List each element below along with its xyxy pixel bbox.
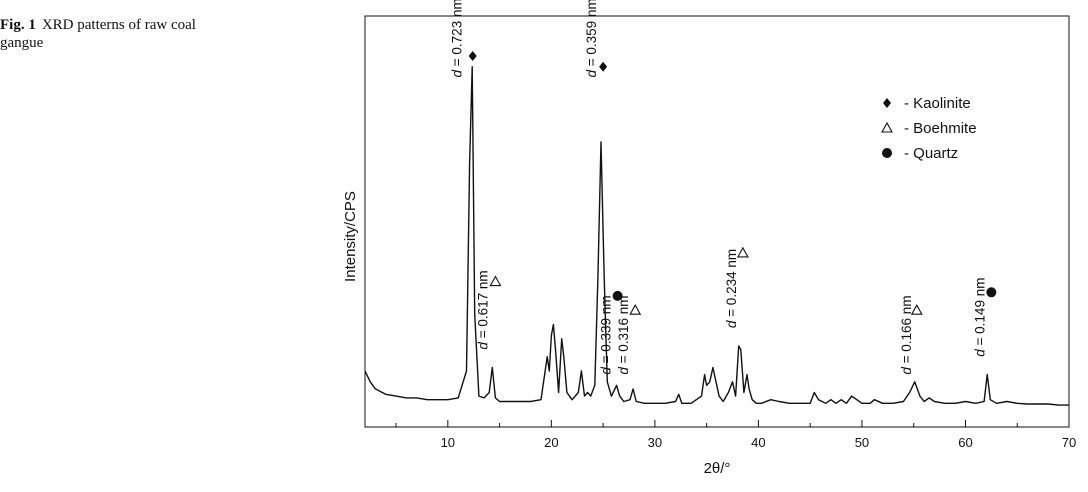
legend-diamond-marker <box>883 98 891 108</box>
y-axis-title: Intensity/CPS <box>342 191 359 282</box>
peak-triangle-marker <box>489 275 502 287</box>
peak-triangle-marker <box>910 304 923 315</box>
x-tick-label: 60 <box>958 435 972 450</box>
legend-entry-label: - Kaolinite <box>904 95 971 112</box>
peak-circle-marker <box>986 287 997 298</box>
series-layer <box>364 66 1069 406</box>
x-tick-label: 50 <box>855 435 869 450</box>
figure-caption: Fig. 1 XRD patterns of raw coal gangue <box>0 16 240 52</box>
x-tick-label: 10 <box>441 435 455 450</box>
x-tick-label: 20 <box>544 435 558 450</box>
x-tick-label: 30 <box>648 435 662 450</box>
peak-d-spacing-label: d = 0.359 nm <box>584 0 599 77</box>
peak-d-spacing-label: d = 0.617 nm <box>475 270 490 349</box>
x-tick-label: 40 <box>751 435 765 450</box>
peak-d-spacing-label: d = 0.149 nm <box>972 278 987 357</box>
peak-triangle-marker <box>736 246 749 258</box>
legend-triangle-marker <box>881 121 893 133</box>
peak-diamond-marker <box>468 51 477 61</box>
legend: - Kaolinite - Boehmite - Quartz <box>881 95 977 162</box>
figure-label: Fig. 1 <box>0 17 36 33</box>
peak-d-spacing-label: d = 0.166 nm <box>899 295 914 374</box>
x-axis-ticks: 10 20 30 40 50 60 70 <box>395 420 1076 450</box>
figure-caption-text: XRD patterns of raw coal gangue <box>0 17 196 51</box>
plot-border <box>364 15 1070 428</box>
peak-d-spacing-label: d = 0.234 nm <box>724 249 739 328</box>
peak-triangle-marker <box>629 304 642 315</box>
peak-d-spacing-label: d = 0.339 nm <box>599 295 614 374</box>
xrd-pattern-line <box>364 66 1069 406</box>
legend-circle-marker <box>882 148 892 158</box>
x-tick-label: 70 <box>1062 435 1076 450</box>
peak-circle-marker <box>612 290 623 301</box>
peak-diamond-marker <box>599 61 608 72</box>
legend-entry-label: - Boehmite <box>904 120 977 137</box>
plot-frame <box>364 15 1070 428</box>
legend-entry-label: - Quartz <box>904 145 958 162</box>
peak-d-spacing-label: d = 0.316 nm <box>616 295 631 374</box>
x-axis-title: 2θ/° <box>704 460 731 477</box>
peak-d-spacing-label: d = 0.723 nm <box>450 0 465 77</box>
peak-markers <box>468 51 997 315</box>
peak-annotations: d = 0.723 nm d = 0.617 nm d = 0.359 nm d = … <box>450 0 988 375</box>
